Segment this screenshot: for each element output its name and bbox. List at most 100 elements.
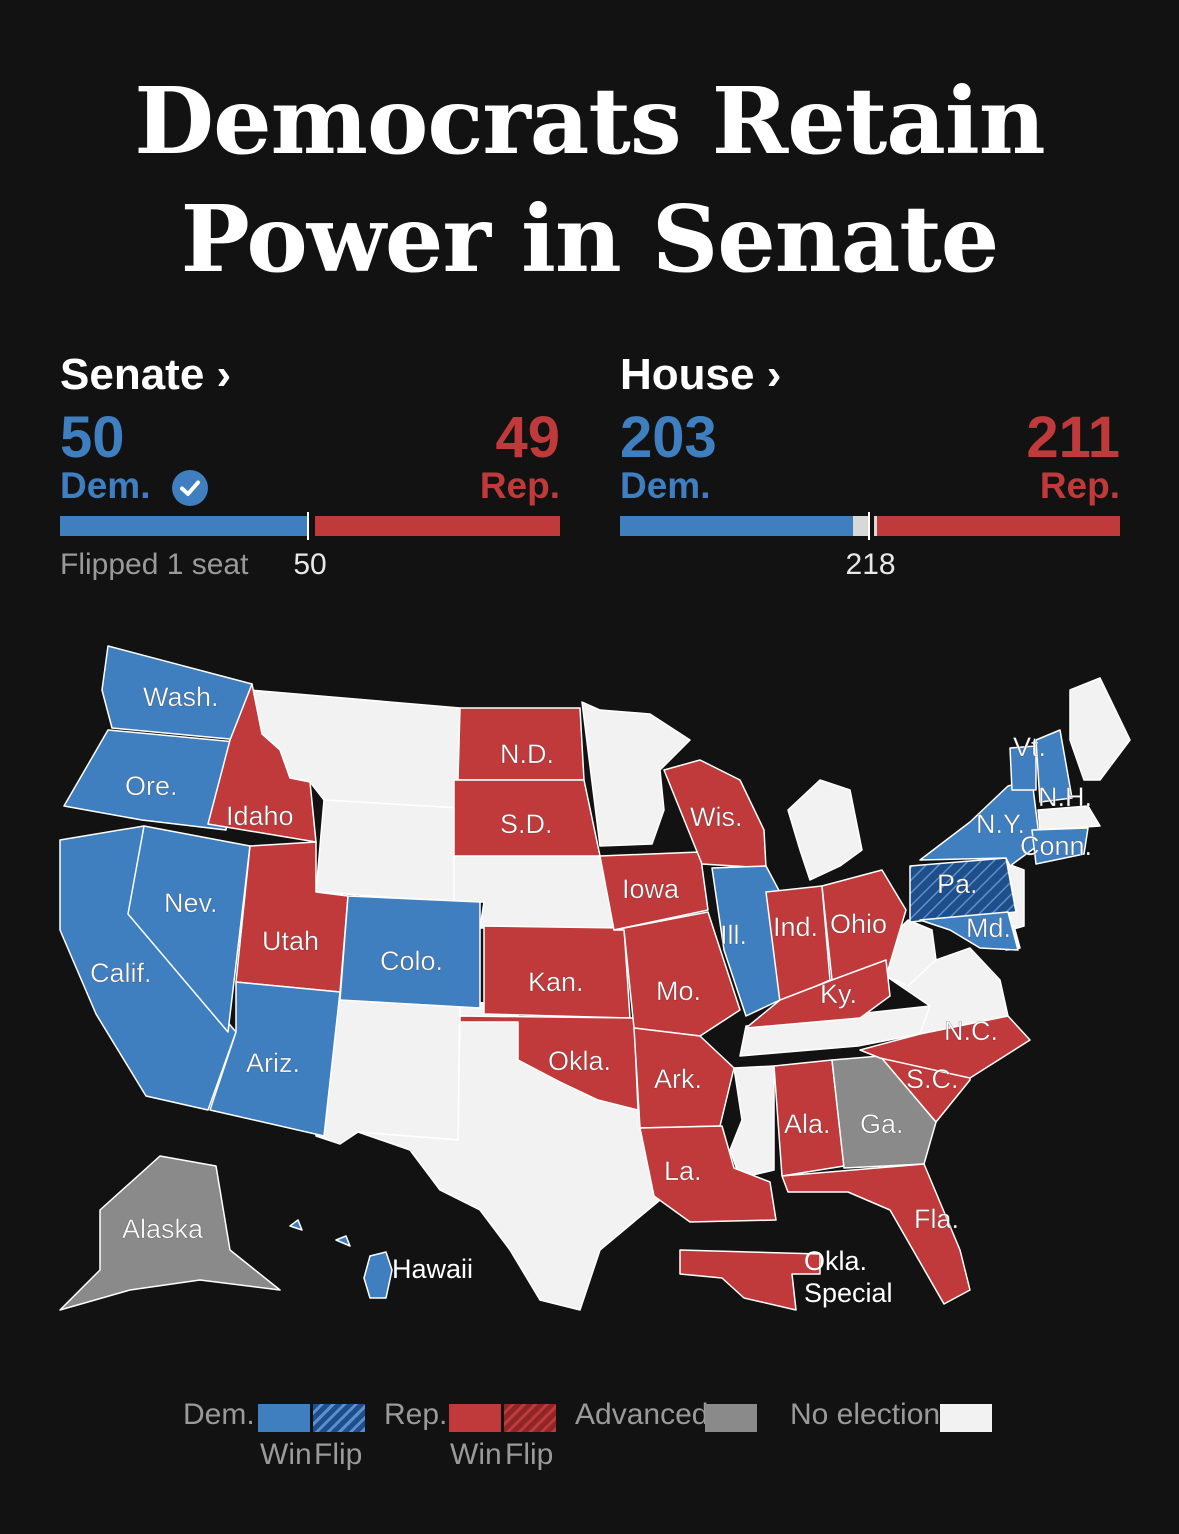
state-label-ariz: Ariz. [246,1048,300,1078]
state-virginia[interactable] [885,947,1009,1035]
state-la[interactable] [639,1125,777,1223]
state-n-h[interactable] [1035,729,1073,803]
legend-no-election-label: No election [790,1398,941,1431]
senate-dem-label: Dem. [60,465,151,506]
state-ky[interactable] [745,959,891,1029]
house-dem-label: Dem. [620,465,711,506]
state-wyoming[interactable] [315,799,461,903]
state-label-ga: Ga. [860,1109,904,1139]
page-title: Democrats Retain Power in Senate [0,62,1179,298]
state-label-n-d: N.D. [500,739,554,769]
state-michigan[interactable] [787,779,863,881]
state-label-okla: Okla. [548,1046,611,1076]
state-colo[interactable] [339,895,481,1009]
legend-dem-flip-swatch [313,1404,365,1432]
state-label-wis: Wis. [690,802,742,832]
senate-rep-seats: 49 [495,405,560,470]
house-bar-dem [620,516,854,536]
legend-rep-label: Rep. [384,1398,448,1431]
senate-bar-dem [60,516,310,536]
state-alaska[interactable] [59,1155,281,1311]
legend-dem-label: Dem. [183,1398,255,1431]
headline-line-2: Power in Senate [180,185,1000,293]
legend-dem-win-label: Win [260,1438,312,1471]
state-label-n-c: N.C. [944,1016,998,1046]
house-majority-marker [867,512,874,540]
senate-seat-bar [60,512,560,540]
state-label-s-c: S.C. [906,1064,959,1094]
house-bar-rep [877,516,1120,536]
house-dem-seats: 203 [620,405,717,470]
state-n-c[interactable] [859,1015,1031,1079]
state-md[interactable] [919,911,1019,951]
legend-rep-flip-swatch [504,1404,556,1432]
state-label-la: La. [664,1156,702,1186]
senate-bar-rep [315,516,560,536]
state-ariz[interactable] [209,981,341,1137]
state-label-md: Md. [966,913,1011,943]
state-minnesota[interactable] [581,701,691,847]
senate-link[interactable]: Senate › [60,350,232,399]
legend-advanced-swatch [705,1404,757,1432]
state-label-calif: Calif. [90,958,152,988]
state-wash[interactable] [101,645,253,741]
state-label-utah: Utah [262,926,319,956]
state-ark[interactable] [633,1027,735,1129]
state-label-pa: Pa. [937,869,978,899]
state-vt[interactable] [1009,745,1037,791]
state-massachusetts[interactable] [1037,805,1101,831]
state-label-ark: Ark. [654,1064,702,1094]
map-legend: Dem. Win Flip Rep. Win Flip Advanced No … [0,1396,1179,1486]
legend-dem-flip-label: Flip [314,1438,363,1471]
senate-flipped-note: Flipped 1 seat [60,548,249,581]
legend-rep-flip-label: Flip [505,1438,554,1471]
state-label-nev: Nev. [164,888,218,918]
house-link[interactable]: House › [620,350,782,399]
checkmark-icon [172,470,208,506]
state-okla-special[interactable] [679,1249,821,1311]
house-majority-label: 218 [845,548,896,581]
state-label-ala: Ala. [784,1109,831,1139]
senate-majority-marker [307,512,313,540]
state-label-wash: Wash. [143,682,219,712]
state-label-ohio: Ohio [830,909,887,939]
state-ga[interactable] [831,1055,937,1169]
state-pa[interactable] [909,857,1017,923]
state-label-ill: Ill. [720,920,747,950]
state-n-y[interactable] [919,779,1041,867]
senate-summary: Senate › 50 49 Dem. Rep. Flipped 1 seat … [60,348,560,588]
legend-dem-win-swatch [258,1404,310,1432]
state-label-n-y: N.Y. [976,809,1025,839]
state-label-iowa: Iowa [622,874,680,904]
legend-rep-win-swatch [449,1404,501,1432]
state-nev[interactable] [127,825,251,1033]
senate-majority-label: 50 [293,548,327,581]
state-label-n-h: N.H. [1038,782,1092,812]
state-tennessee[interactable] [739,1005,931,1057]
state-ohio[interactable] [821,869,907,981]
state-label-colo: Colo. [380,946,443,976]
senate-dem-seats: 50 [60,405,125,470]
state-maine[interactable] [1069,677,1131,781]
house-rep-label: Rep. [1039,465,1120,506]
state-fla[interactable] [781,1163,971,1305]
state-label-ky: Ky. [820,979,857,1009]
state-label-ind: Ind. [773,912,818,942]
state-label-kan: Kan. [528,967,584,997]
state-label-idaho: Idaho [226,801,294,831]
state-wis[interactable] [663,759,767,869]
senate-rep-label: Rep. [479,465,560,506]
state-label-ore: Ore. [125,771,178,801]
state-label-hawaii: Hawaii [392,1254,473,1284]
house-rep-seats: 211 [1026,405,1120,470]
us-senate-map: Wash. Ore. Calif. Nev. Idaho Utah Ariz. Colo. N.… [59,645,1131,1311]
state-iowa[interactable] [599,851,709,931]
house-seat-bar [620,512,1120,540]
state-hawaii[interactable] [289,1219,393,1299]
state-mississippi[interactable] [729,1065,775,1179]
state-label-mo: Mo. [656,976,701,1006]
state-idaho[interactable] [207,683,317,843]
state-label-vt: Vt. [1013,732,1046,762]
state-conn[interactable] [1031,827,1089,865]
legend-no-election-swatch [940,1404,992,1432]
